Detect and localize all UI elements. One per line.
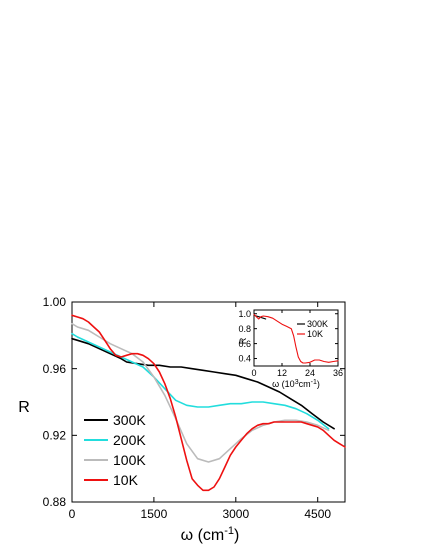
inset-x-tick-label: 12 <box>277 368 287 378</box>
inset-x-tick-label: 24 <box>305 368 315 378</box>
main-series-300k <box>71 337 335 430</box>
inset-x-tick-label: 0 <box>251 368 256 378</box>
inset-legend-label: 10K <box>307 329 323 339</box>
main-legend-label: 300K <box>113 412 146 428</box>
main-x-tick-label: 0 <box>69 507 76 521</box>
main-y-tick-label: 1.00 <box>43 295 67 309</box>
inset-y-tick-label: 0.4 <box>238 354 251 364</box>
inset-y-tick-label: 0.6 <box>238 339 251 349</box>
main-legend-label: 10K <box>113 472 139 488</box>
inset-x-tick-label: 36 <box>333 368 343 378</box>
inset-series-10k <box>253 313 339 364</box>
main-legend-label: 100K <box>113 452 146 468</box>
main-x-tick-label: 4500 <box>304 507 331 521</box>
main-series-100k <box>71 322 330 463</box>
main-plot-frame <box>71 301 346 503</box>
inset-plot-frame <box>253 309 339 367</box>
inset-y-tick-label: 1.0 <box>238 309 251 319</box>
inset-legend-label: 300K <box>307 319 328 329</box>
main-x-tick-label: 1500 <box>141 507 168 521</box>
inset-x-axis-label: ω (103cm-1) <box>272 379 320 389</box>
x-axis-label: ω (cm-1) <box>181 525 240 544</box>
inset-y-axis-label: R <box>238 337 248 344</box>
main-legend-label: 200K <box>113 432 146 448</box>
main-y-tick-label: 0.92 <box>43 429 67 443</box>
main-y-tick-label: 0.88 <box>43 495 67 509</box>
main-x-tick-label: 3000 <box>222 507 249 521</box>
inset-y-tick-label: 0.8 <box>238 324 251 334</box>
main-series-200k <box>71 332 330 430</box>
y-axis-label: R <box>18 399 30 416</box>
main-series-10k <box>71 314 346 492</box>
main-legend: 300K 200K 100K 10K <box>84 412 146 488</box>
main-y-tick-label: 0.96 <box>43 362 67 376</box>
